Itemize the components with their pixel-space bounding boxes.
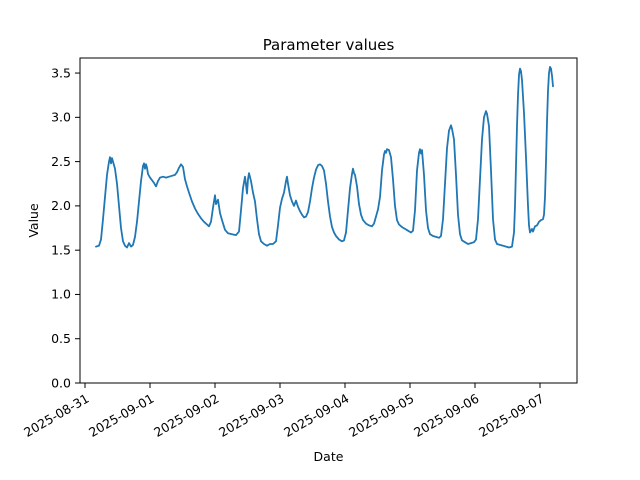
y-tick-label: 3.5 bbox=[51, 65, 71, 80]
plot-area-border bbox=[79, 57, 578, 384]
y-tick-label: 2.5 bbox=[51, 154, 71, 169]
y-tick-label: 2.0 bbox=[51, 198, 71, 213]
x-axis-label: Date bbox=[314, 449, 344, 464]
chart-title: Parameter values bbox=[263, 36, 395, 54]
y-tick-label: 0.0 bbox=[51, 375, 71, 390]
data-series-line bbox=[95, 66, 554, 249]
y-tick-label: 1.5 bbox=[51, 242, 71, 257]
y-tick-label: 3.0 bbox=[51, 110, 71, 125]
y-tick-label: 0.5 bbox=[51, 331, 71, 346]
y-tick-label: 1.0 bbox=[51, 287, 71, 302]
y-axis-label: Value bbox=[26, 203, 41, 238]
